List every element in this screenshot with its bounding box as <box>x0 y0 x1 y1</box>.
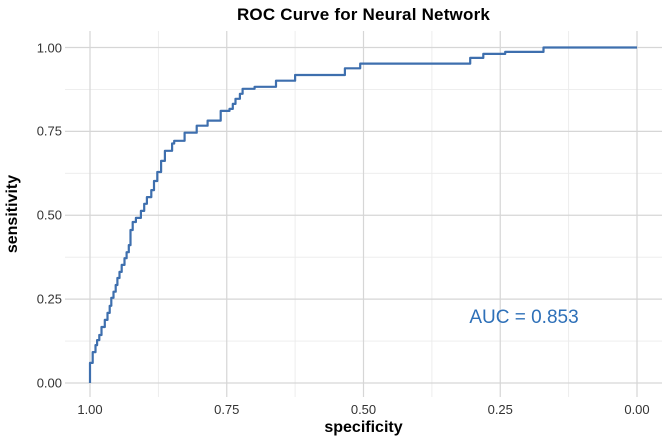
roc-curve-line <box>88 46 637 383</box>
y-tick-label: 0.75 <box>36 123 62 139</box>
x-tick-label: 0.50 <box>350 402 377 417</box>
y-axis-title: sensitivity <box>4 174 21 254</box>
x-tick-label: 0.75 <box>214 402 240 417</box>
x-tick-label: 0.00 <box>624 402 650 417</box>
chart-title: ROC Curve for Neural Network <box>236 5 491 24</box>
y-tick-label: 0.50 <box>36 207 62 223</box>
auc-annotation: AUC = 0.853 <box>469 307 579 328</box>
x-axis-title: specificity <box>324 419 403 436</box>
x-tick-label: 1.00 <box>77 402 103 417</box>
y-tick-label: 0.25 <box>36 291 62 307</box>
x-tick-label: 0.25 <box>487 402 513 417</box>
y-tick-label: 1.00 <box>36 40 62 55</box>
y-tick-label: 0.00 <box>36 375 62 391</box>
